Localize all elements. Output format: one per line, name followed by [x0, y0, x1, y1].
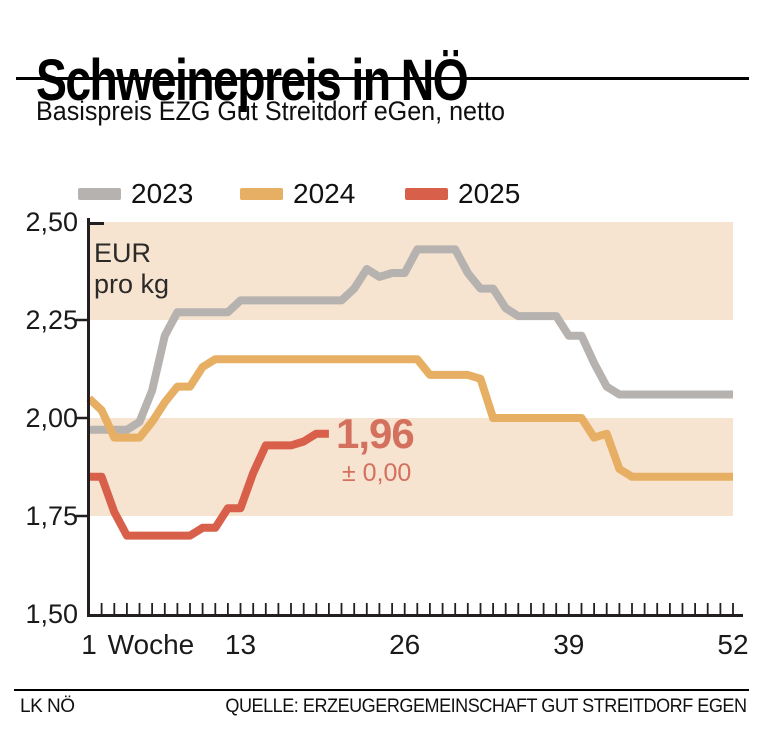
title-divider: [16, 77, 749, 80]
legend-label-2023: 2023: [131, 178, 194, 209]
series-line-2025: [89, 429, 329, 540]
series-line-2023: [89, 245, 733, 434]
legend-item-2023: 2023: [78, 178, 193, 210]
x-tick-label: 39: [553, 629, 584, 660]
footer-source: QUELLE: ERZEUGERGEMEINSCHAFT GUT STREITD…: [225, 696, 748, 717]
footer-divider: [14, 689, 749, 691]
legend-label-2025: 2025: [458, 178, 521, 209]
footer-credit: LK NÖ: [20, 696, 75, 717]
y-tick-label: 2,25: [25, 305, 78, 335]
price-band: [87, 418, 733, 516]
legend-item-2025: 2025: [405, 178, 520, 210]
series-line-2024: [86, 355, 733, 481]
x-tick-label: 52: [717, 629, 748, 660]
legend-swatch-2025: [405, 188, 448, 200]
y-tick-label: 1,50: [25, 599, 78, 629]
current-price-annotation: 1,96: [336, 410, 415, 457]
chart-legend: 2023 2024 2025: [0, 178, 759, 210]
legend-swatch-2024: [240, 188, 283, 200]
x-tick-label: Woche: [108, 629, 195, 660]
page-subtitle: Basispreis EZG Gut Streitdorf eGen, nett…: [36, 96, 505, 126]
y-tick-label: 1,75: [25, 501, 78, 531]
legend-label-2024: 2024: [293, 178, 356, 209]
y-tick-label: 2,50: [25, 207, 78, 237]
x-tick-label: 13: [225, 629, 256, 660]
legend-swatch-2023: [78, 188, 121, 200]
legend-item-2024: 2024: [240, 178, 355, 210]
x-tick-label: 26: [389, 629, 420, 660]
y-tick-label: 2,00: [25, 403, 78, 433]
unit-label: pro kg: [94, 269, 169, 299]
price-change-annotation: ± 0,00: [342, 459, 412, 487]
page-title: Schweinepreis in NÖ: [36, 47, 469, 113]
x-tick-label: 1: [81, 629, 97, 660]
unit-label: EUR: [94, 238, 151, 268]
